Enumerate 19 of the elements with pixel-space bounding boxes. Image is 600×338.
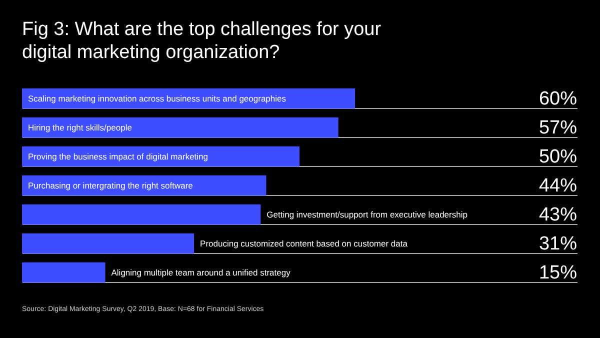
y-tick-label: Aligning multiple team around a unified strategy [111,268,292,278]
y-tick-label: Proving the business impact of digital marketing [28,152,208,162]
data-label: 44% [538,176,578,196]
chart-title: Fig 3: What are the top challenges for your digital marketing organization? [22,19,382,63]
data-label: 15% [538,262,578,284]
y-tick-label: Purchasing or intergrating the right software [28,180,194,190]
y-tick-label: Getting investment/support from executive leadership [266,210,468,220]
bar [22,117,338,138]
data-label: 60% [538,88,578,110]
bar [22,262,106,283]
bar [22,204,261,225]
y-tick-label: Producing customized content based on customer data [200,238,408,248]
y-tick-label: Scaling marketing innovation across business units and geographies [28,94,286,104]
bar [22,233,194,254]
data-label: 31% [538,234,578,254]
data-label: 50% [538,146,578,168]
y-tick-label: Hiring the right skills/people [28,122,132,132]
data-label: 43% [538,204,578,226]
data-label: 57% [538,118,578,138]
